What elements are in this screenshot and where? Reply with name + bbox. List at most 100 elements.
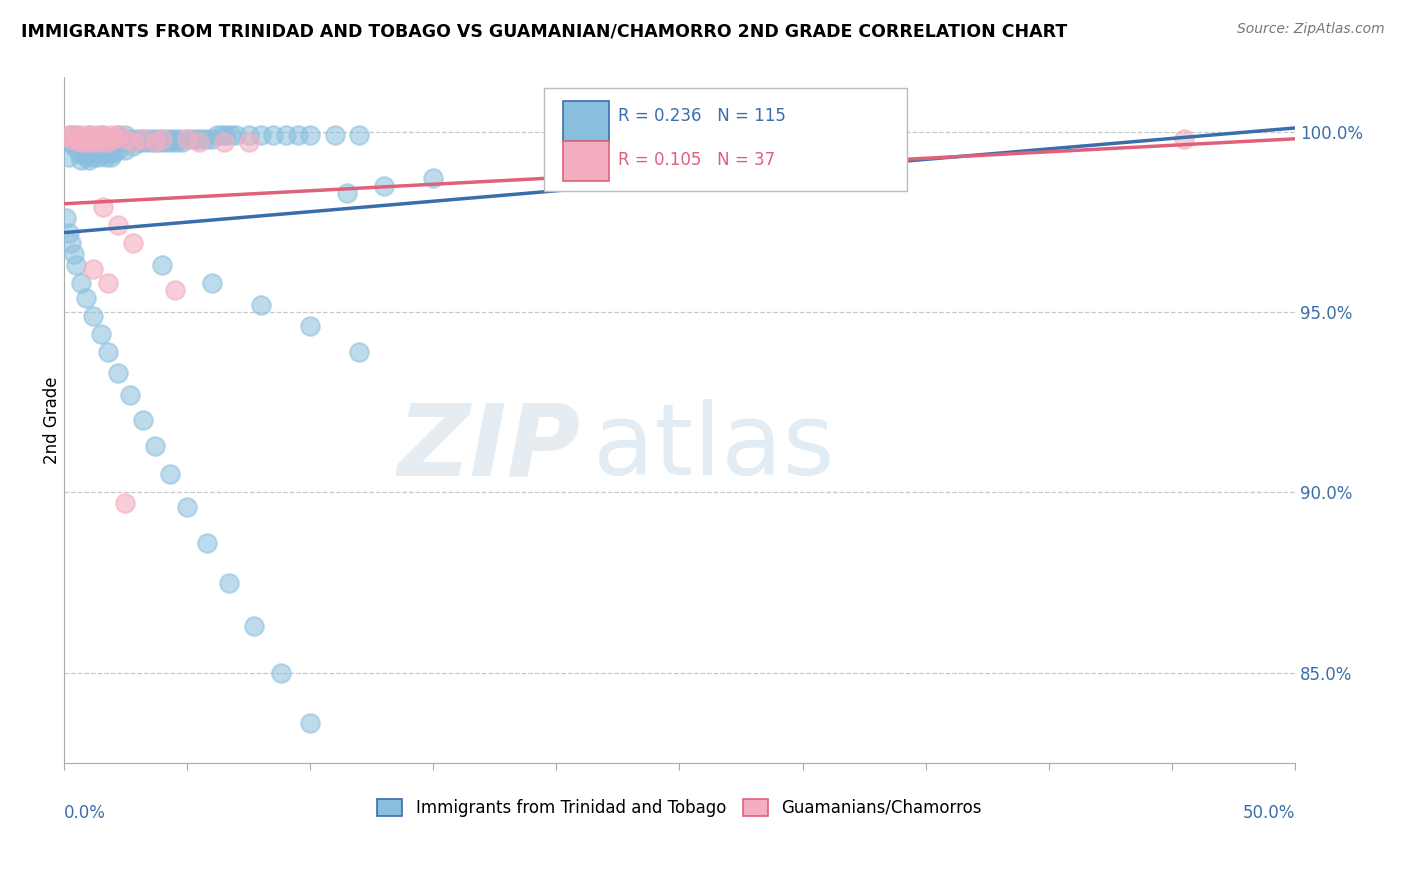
Point [121, 136, 143, 150]
Point [65, 132, 87, 146]
Point [349, 344, 371, 359]
Point [111, 136, 134, 150]
Point [159, 132, 181, 146]
Point [97, 146, 120, 161]
Point [75, 136, 97, 150]
Point [149, 132, 172, 146]
Text: 50.0%: 50.0% [1243, 805, 1295, 822]
Point [211, 128, 233, 143]
Point [129, 132, 152, 146]
Point [114, 128, 136, 143]
Legend: Immigrants from Trinidad and Tobago, Guamanians/Chamorros: Immigrants from Trinidad and Tobago, Gua… [371, 792, 988, 823]
Text: 0.0%: 0.0% [63, 805, 105, 822]
Point [58, 226, 80, 240]
Text: IMMIGRANTS FROM TRINIDAD AND TOBAGO VS GUAMANIAN/CHAMORRO 2ND GRADE CORRELATION : IMMIGRANTS FROM TRINIDAD AND TOBAGO VS G… [21, 22, 1067, 40]
Point [107, 128, 129, 143]
Point [90, 326, 112, 341]
Point [67, 146, 90, 161]
Point [162, 136, 184, 150]
Point [97, 344, 120, 359]
Point [91, 200, 114, 214]
Point [134, 132, 156, 146]
Point [323, 128, 346, 143]
Point [153, 132, 176, 146]
Point [152, 258, 174, 272]
FancyBboxPatch shape [562, 141, 609, 181]
Point [60, 128, 83, 143]
Point [72, 132, 94, 146]
Point [1173, 132, 1195, 146]
FancyBboxPatch shape [544, 87, 907, 191]
Point [117, 132, 139, 146]
Point [121, 139, 143, 153]
Point [65, 258, 87, 272]
Point [70, 128, 93, 143]
Point [114, 132, 136, 146]
Point [159, 467, 181, 482]
Point [77, 139, 100, 153]
Point [176, 132, 198, 146]
Point [176, 132, 198, 146]
Point [107, 367, 129, 381]
Point [186, 132, 208, 146]
Point [82, 309, 104, 323]
Point [205, 128, 228, 143]
Point [299, 716, 322, 731]
Point [77, 153, 100, 168]
Point [132, 132, 155, 146]
Point [195, 132, 218, 146]
Point [166, 136, 188, 150]
Point [139, 132, 162, 146]
Point [91, 132, 114, 146]
Point [90, 139, 112, 153]
Point [242, 619, 264, 633]
Point [143, 438, 166, 452]
Point [201, 132, 224, 146]
Point [58, 128, 80, 143]
Point [75, 150, 97, 164]
Point [80, 132, 103, 146]
Point [84, 132, 107, 146]
Point [97, 276, 120, 290]
Point [67, 136, 90, 150]
Point [156, 136, 179, 150]
Point [97, 132, 120, 146]
Point [262, 128, 284, 143]
Point [299, 128, 322, 143]
Point [212, 136, 235, 150]
Point [132, 136, 155, 150]
Point [65, 128, 87, 143]
Point [195, 536, 218, 550]
Point [250, 128, 273, 143]
Point [65, 136, 87, 150]
Point [84, 146, 107, 161]
Point [188, 136, 211, 150]
Point [176, 500, 198, 514]
Point [218, 575, 240, 590]
Point [143, 132, 166, 146]
Point [143, 136, 166, 150]
Point [60, 132, 83, 146]
Point [62, 128, 84, 143]
Point [84, 128, 107, 143]
Point [77, 128, 100, 143]
Point [82, 136, 104, 150]
Point [169, 132, 191, 146]
Point [60, 236, 83, 251]
Point [238, 128, 260, 143]
Point [70, 276, 93, 290]
Point [100, 136, 122, 150]
FancyBboxPatch shape [562, 101, 609, 141]
Point [82, 261, 104, 276]
Point [422, 171, 444, 186]
Point [110, 132, 132, 146]
Point [58, 150, 80, 164]
Point [94, 136, 117, 150]
Point [60, 136, 83, 150]
Point [104, 136, 127, 150]
Text: R = 0.105   N = 37: R = 0.105 N = 37 [617, 151, 775, 169]
Point [274, 128, 297, 143]
Point [142, 136, 165, 150]
Point [121, 236, 143, 251]
Text: R = 0.236   N = 115: R = 0.236 N = 115 [617, 107, 786, 125]
